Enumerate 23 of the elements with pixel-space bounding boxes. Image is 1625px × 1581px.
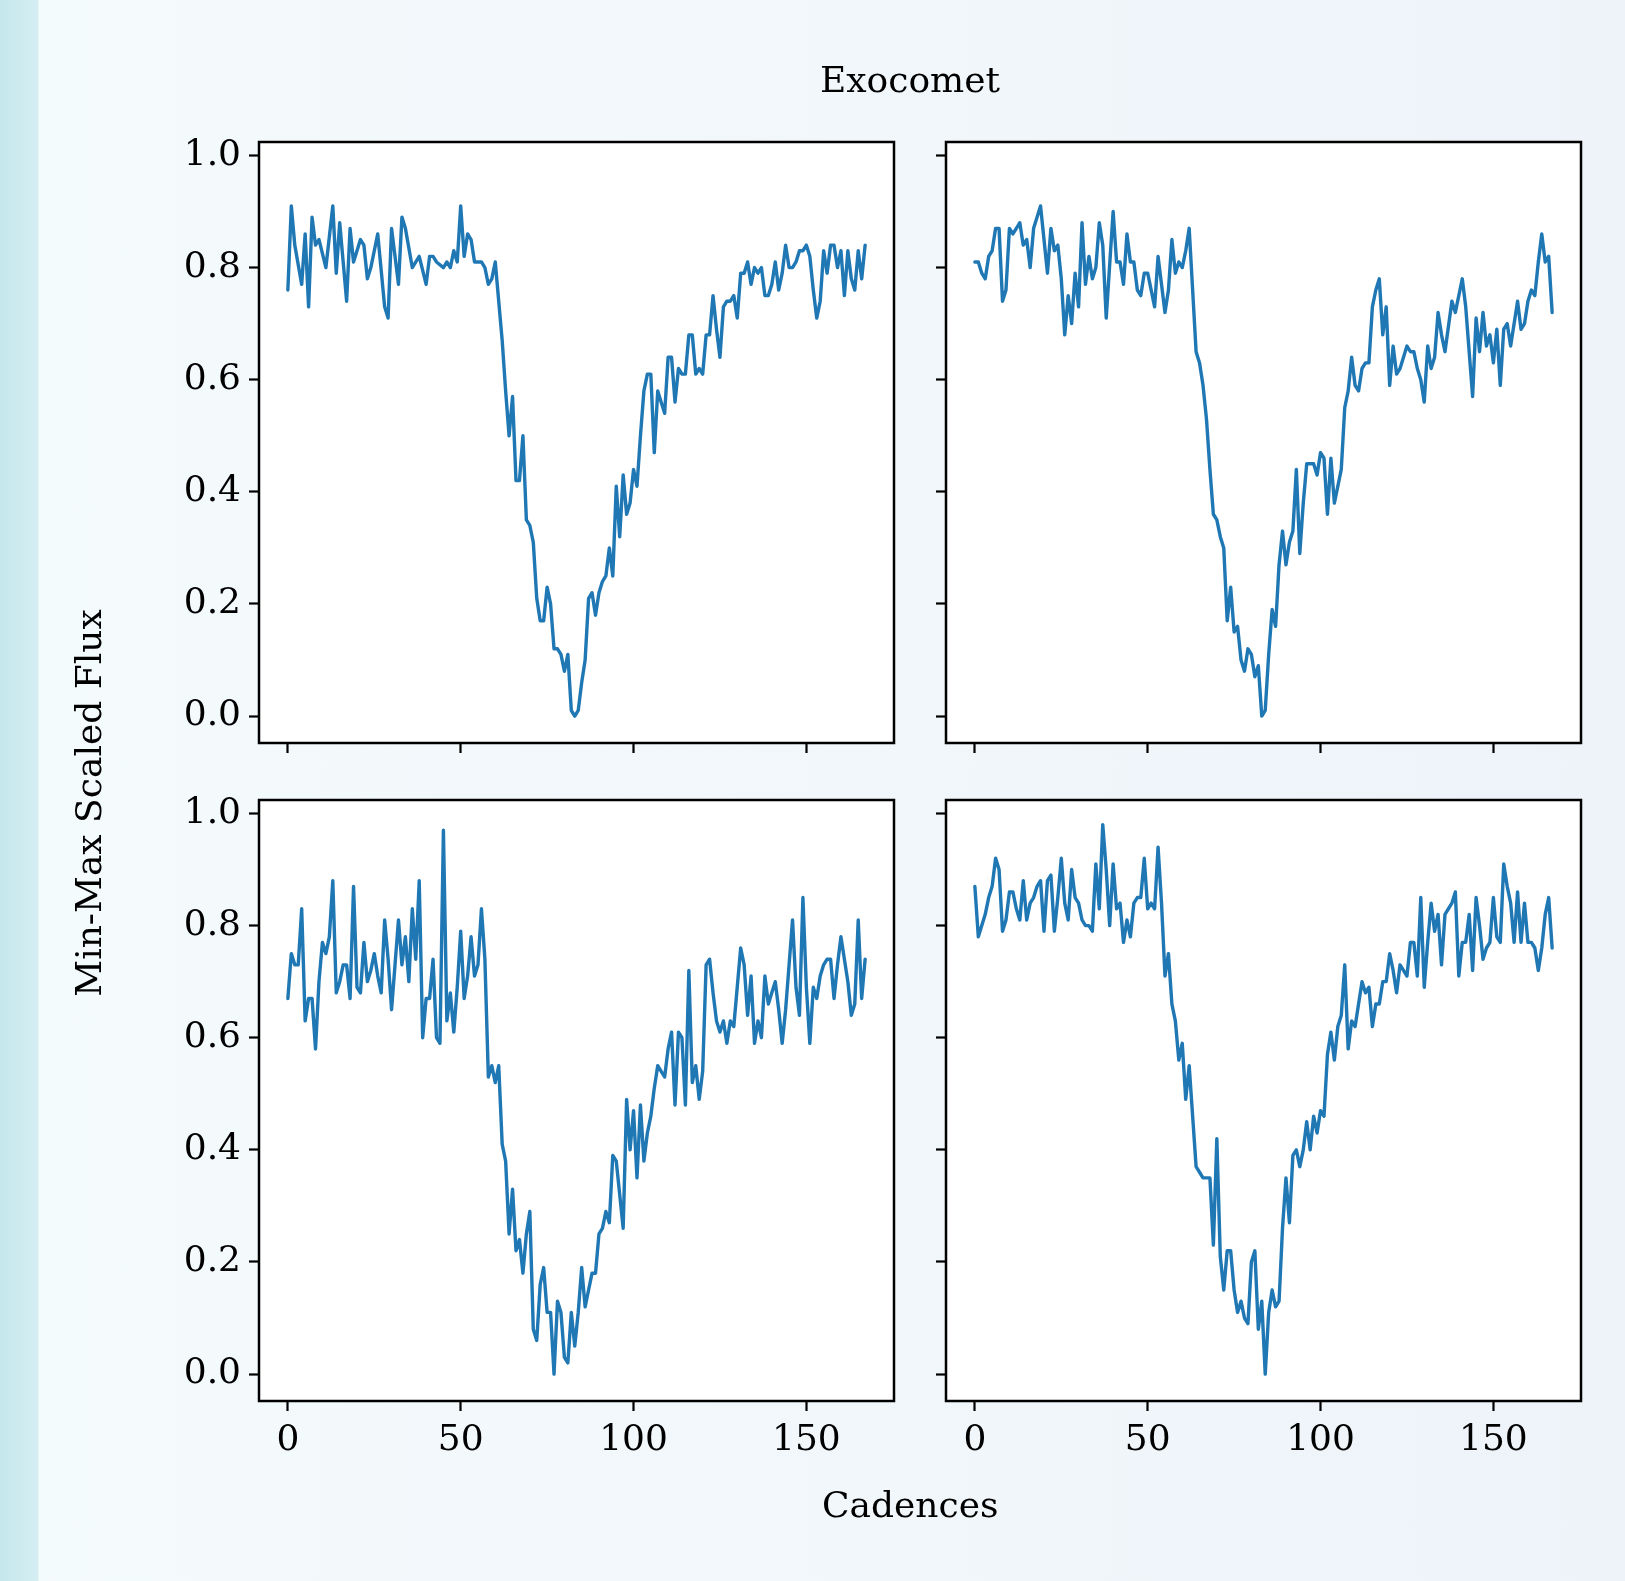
x-tick-label: 0 (276, 1416, 300, 1458)
y-tick-label: 0.4 (183, 468, 241, 510)
y-tick-label: 0.6 (183, 1014, 241, 1056)
x-axis-title: Cadences (822, 1484, 999, 1525)
y-axis-title: Min-Max Scaled Flux (67, 609, 109, 997)
y-tick-label: 0.6 (183, 356, 241, 398)
chart-title: Exocomet (820, 59, 1000, 100)
y-tick-label: 0.0 (183, 1350, 241, 1392)
y-tick-label: 0.4 (183, 1126, 241, 1168)
x-tick-label: 150 (1459, 1416, 1528, 1458)
x-tick-label: 50 (437, 1416, 484, 1458)
y-tick-label: 1.0 (183, 131, 241, 173)
y-tick-label: 0.2 (183, 580, 241, 622)
y-tick-label: 1.0 (183, 789, 241, 831)
x-tick-label: 100 (599, 1416, 668, 1458)
y-tick-label: 0.8 (183, 901, 241, 943)
x-tick-label: 100 (1286, 1416, 1355, 1458)
y-tick-label: 0.8 (183, 243, 241, 285)
x-tick-label: 150 (772, 1416, 841, 1458)
y-tick-label: 0.0 (183, 692, 241, 734)
x-tick-label: 0 (963, 1416, 987, 1458)
y-tick-label: 0.2 (183, 1238, 241, 1280)
x-tick-label: 50 (1124, 1416, 1171, 1458)
